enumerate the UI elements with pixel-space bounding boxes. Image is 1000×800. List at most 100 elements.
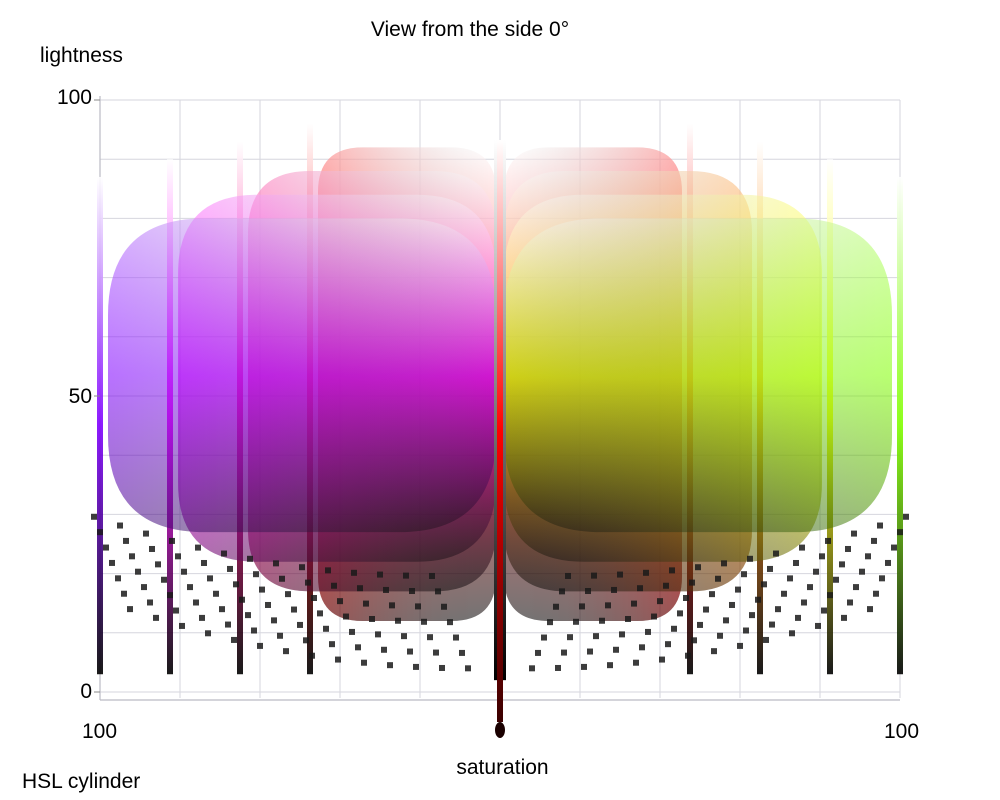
dark-point [195, 544, 201, 551]
hue-edge-right-3 [897, 176, 903, 675]
dark-point [799, 544, 805, 551]
dark-point [135, 568, 141, 575]
dark-point [769, 621, 775, 628]
y-tick-label-0: 0 [80, 680, 92, 703]
dark-point [325, 567, 331, 574]
dark-point [663, 582, 669, 589]
dark-point [193, 599, 199, 606]
dark-point [613, 646, 619, 653]
chart-caption: HSL cylinder [22, 770, 141, 793]
dark-point [741, 571, 747, 578]
dark-point [387, 662, 393, 669]
dark-point [363, 600, 369, 607]
dark-point [187, 584, 193, 591]
dark-point [231, 636, 237, 643]
dark-point [885, 559, 891, 566]
dark-point [619, 631, 625, 638]
dark-point [665, 641, 671, 648]
dark-point [903, 513, 909, 520]
dark-point [695, 564, 701, 571]
dark-point [555, 664, 561, 671]
dark-point [651, 613, 657, 620]
dark-point [259, 586, 265, 593]
dark-point [703, 606, 709, 613]
y-axis-label: lightness [40, 44, 123, 67]
dark-point [689, 579, 695, 586]
x-axis-label: saturation [456, 756, 549, 779]
dark-point [715, 575, 721, 582]
dark-point [781, 590, 787, 597]
dark-point [845, 545, 851, 552]
dark-point [833, 576, 839, 583]
dark-point [179, 622, 185, 629]
dark-point [329, 641, 335, 648]
dark-point [143, 530, 149, 537]
dark-point [561, 649, 567, 656]
dark-point [617, 571, 623, 578]
red-hue-column [497, 140, 503, 722]
dark-point [337, 598, 343, 605]
dark-point [873, 590, 879, 597]
dark-point [239, 596, 245, 603]
dark-point [591, 572, 597, 579]
dark-point [801, 599, 807, 606]
dark-point [819, 553, 825, 560]
base-point [495, 722, 505, 738]
dark-point [841, 614, 847, 621]
y-tick-label-100: 100 [56, 86, 92, 109]
dark-point [827, 592, 833, 599]
dark-point [789, 630, 795, 637]
dark-point [161, 576, 167, 583]
dark-point [375, 631, 381, 638]
dark-point [181, 568, 187, 575]
dark-point [121, 590, 127, 597]
dark-point [721, 560, 727, 567]
dark-point [851, 530, 857, 537]
dark-point [389, 602, 395, 609]
dark-point [787, 575, 793, 582]
dark-point [153, 614, 159, 621]
dark-point [199, 614, 205, 621]
dark-point [459, 649, 465, 656]
dark-point [825, 537, 831, 544]
dark-point [447, 619, 453, 626]
dark-point [351, 569, 357, 576]
dark-point [897, 529, 903, 536]
dark-point [251, 627, 257, 634]
dark-point [291, 606, 297, 613]
dark-point [265, 601, 271, 608]
dark-point [91, 513, 97, 520]
dark-point [383, 586, 389, 593]
dark-point [671, 625, 677, 632]
dark-point [839, 561, 845, 568]
dark-point [593, 633, 599, 640]
dark-point [245, 612, 251, 619]
dark-point [685, 652, 691, 659]
dark-point [273, 560, 279, 567]
dark-point [219, 606, 225, 613]
dark-point [669, 567, 675, 574]
dark-point [723, 617, 729, 624]
dark-point [117, 522, 123, 529]
dark-point [559, 588, 565, 595]
dark-point [427, 634, 433, 641]
dark-point [227, 565, 233, 572]
dark-point [221, 550, 227, 557]
dark-point [415, 603, 421, 610]
dark-point [877, 522, 883, 529]
dark-point [109, 559, 115, 566]
dark-point [361, 659, 367, 666]
dark-point [305, 579, 311, 586]
dark-point [871, 537, 877, 544]
dark-point [567, 634, 573, 641]
dark-point [169, 537, 175, 544]
dark-point [585, 588, 591, 595]
dark-point [795, 614, 801, 621]
dark-point [657, 598, 663, 605]
dark-point [155, 561, 161, 568]
dark-point [529, 665, 535, 672]
dark-point [395, 617, 401, 624]
dark-point [607, 662, 613, 669]
dark-point [303, 637, 309, 644]
dark-point [773, 550, 779, 557]
